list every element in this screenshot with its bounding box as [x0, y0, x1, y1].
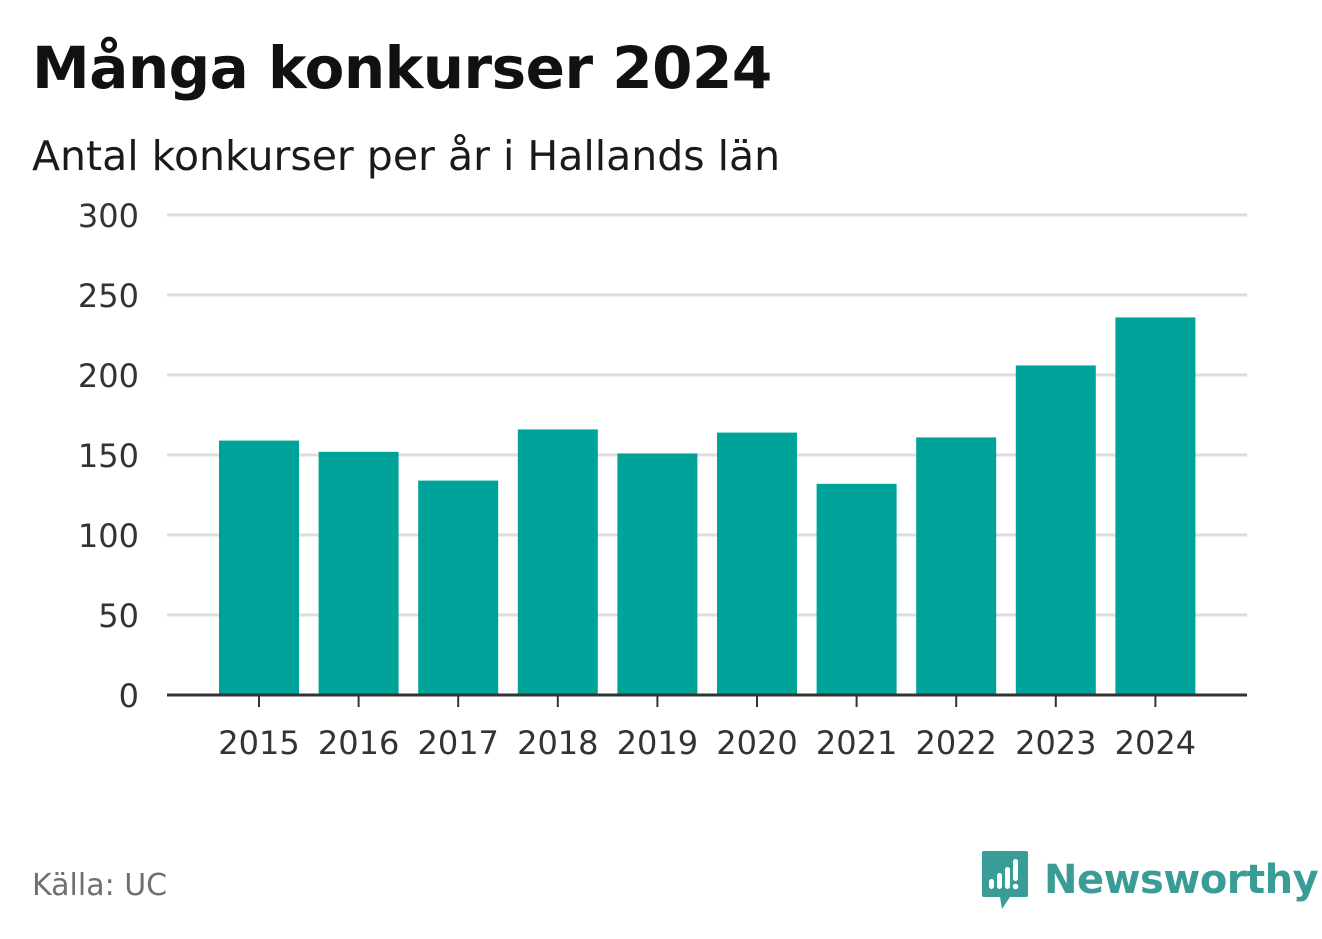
source-note: Källa: UC	[32, 868, 168, 903]
bars	[219, 317, 1196, 695]
bar-2017	[418, 480, 499, 695]
bar-2016	[318, 451, 399, 695]
bar-2019	[617, 453, 698, 695]
y-axis-labels: 0 50 100 150 200 250 300	[78, 197, 139, 715]
bar-2024	[1115, 317, 1196, 695]
x-tick-label: 2023	[1015, 724, 1096, 762]
brand-name: Newsworthy	[1044, 857, 1319, 903]
x-tick-label: 2016	[318, 724, 399, 762]
y-tick-label: 150	[78, 437, 139, 475]
x-tick-label: 2024	[1115, 724, 1196, 762]
x-tick-label: 2015	[218, 724, 299, 762]
bar-2021	[816, 483, 897, 695]
bar-2015	[219, 440, 299, 695]
x-tick-label: 2017	[417, 724, 498, 762]
x-tick-label: 2019	[617, 724, 698, 762]
y-tick-label: 50	[98, 597, 139, 635]
bar-2018	[517, 429, 598, 695]
y-tick-label: 250	[78, 277, 139, 315]
x-tick-label: 2022	[915, 724, 996, 762]
bar-2022	[916, 437, 997, 695]
bar-2020	[717, 432, 797, 695]
x-tick-label: 2020	[716, 724, 797, 762]
y-tick-label: 300	[78, 197, 139, 235]
chart-title: Många konkurser 2024	[32, 34, 772, 102]
y-tick-label: 0	[119, 677, 139, 715]
y-tick-label: 100	[78, 517, 139, 555]
x-axis-labels: 2015 2016 2017 2018 2019 2020 2021 2022 2023 2024	[218, 724, 1196, 762]
chart-subtitle: Antal konkurser per år i Hallands län	[32, 132, 781, 180]
y-tick-label: 200	[78, 357, 139, 395]
bar-2023	[1015, 365, 1096, 695]
newsworthy-logo-icon	[982, 851, 1028, 909]
x-tick-label: 2021	[816, 724, 897, 762]
x-axis	[167, 693, 1247, 707]
x-tick-label: 2018	[517, 724, 598, 762]
brand-logo: Newsworthy	[980, 848, 1319, 912]
